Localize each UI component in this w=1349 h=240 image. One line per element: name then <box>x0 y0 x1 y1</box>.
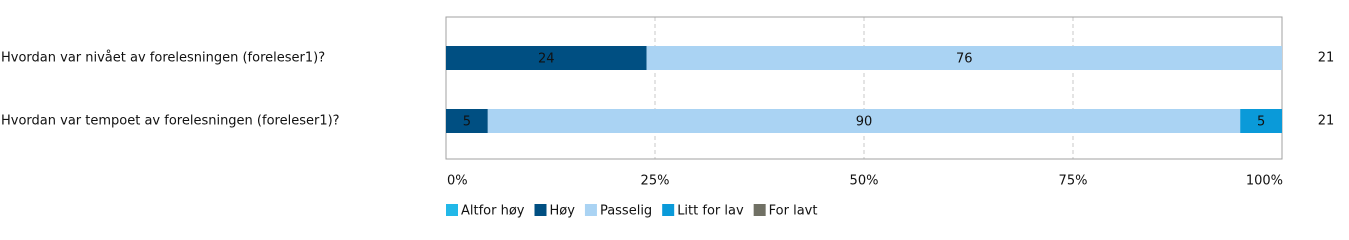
legend-label: Litt for lav <box>677 204 744 219</box>
data-label: 5 <box>1257 115 1265 130</box>
bar-segment <box>487 109 1241 133</box>
bar-segment <box>446 46 647 70</box>
legend-swatch <box>584 204 597 216</box>
legend-swatch <box>446 204 458 216</box>
legend-label: Passelig <box>600 204 652 219</box>
data-label: 5 <box>463 115 471 130</box>
bar-segment <box>646 46 1282 70</box>
legend-label: Høy <box>550 204 576 219</box>
data-label: 24 <box>538 52 555 67</box>
n-label: 21 <box>1318 51 1335 66</box>
data-label: 76 <box>956 52 973 67</box>
x-tick-label: 100% <box>1246 174 1283 189</box>
x-tick-label: 75% <box>1059 174 1088 189</box>
n-label: 21 <box>1318 114 1335 129</box>
legend-label: For lavt <box>769 204 818 219</box>
plot-frame <box>445 16 1283 160</box>
legend-label: Altfor høy <box>461 204 525 219</box>
data-label: 90 <box>856 115 873 130</box>
legend-swatch <box>534 204 547 216</box>
x-tick-label: 0% <box>447 174 468 189</box>
chart: 0% 25% 50% 75% 100% Hvordan var nivået av for… <box>1 16 1335 219</box>
bar-segment <box>1240 109 1282 133</box>
x-tick-label: 25% <box>641 174 670 189</box>
category-label: Hvordan var nivået av forelesningen (for… <box>1 51 325 66</box>
x-tick-label: 50% <box>850 174 879 189</box>
bar-segment <box>446 109 488 133</box>
legend-swatch <box>662 204 675 216</box>
category-label: Hvordan var tempoet av forelesningen (fo… <box>1 114 340 129</box>
legend-swatch <box>753 204 766 216</box>
